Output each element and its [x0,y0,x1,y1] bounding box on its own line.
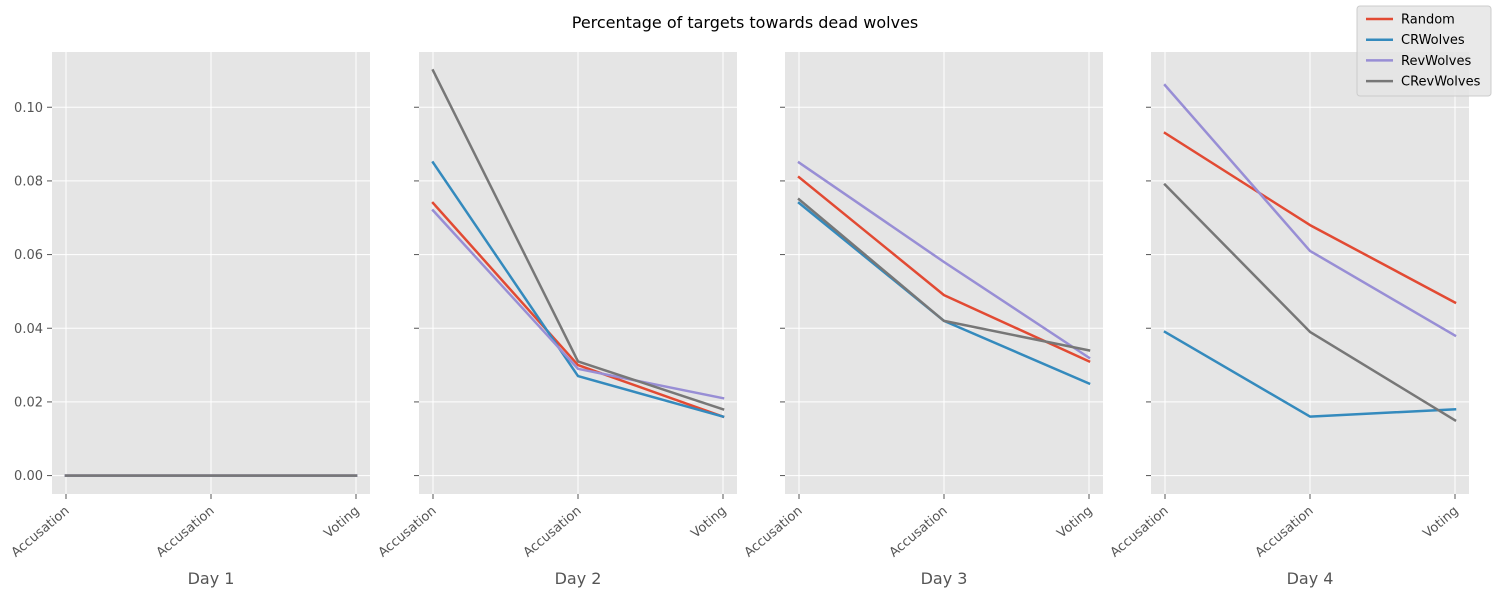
x-axis-label: Day 3 [921,569,968,588]
series-line-crwolves [1163,330,1457,418]
legend-item-random: Random [1366,13,1455,28]
panel-4: Accusation Accusation Voting Day 4 [1108,52,1469,588]
x-tick-label: Accusation [521,504,585,561]
series-line-revwolves [1163,83,1457,338]
legend-label: RevWolves [1401,54,1471,69]
x-tick-label: Voting [321,504,362,542]
series-line-crevwolves [797,197,1091,352]
x-tick-label: Voting [1420,504,1461,542]
legend-item-crwolves: CRWolves [1366,33,1465,48]
legend-label: CRevWolves [1401,75,1481,90]
x-tick-label: Accusation [9,504,73,561]
series-line-random [431,201,725,419]
x-axis-label: Day 1 [188,569,235,588]
x-tick-label: Voting [688,504,729,542]
x-tick-label: Voting [1054,504,1095,542]
panel-2: Accusation Accusation Voting Day 2 [376,52,737,588]
y-tick-label: 0.00 [14,469,43,484]
x-axis-label: Day 2 [555,569,602,588]
series-line-revwolves [431,208,725,400]
x-tick-label: Accusation [742,504,806,561]
y-tick-label: 0.02 [14,395,43,410]
y-tick-label: 0.04 [14,322,43,337]
legend-label: Random [1401,13,1455,28]
legend-label: CRWolves [1401,33,1465,48]
x-tick-label: Accusation [887,504,951,561]
x-axis-label: Day 4 [1287,569,1334,588]
x-tick-label: Accusation [154,504,218,561]
legend-box [1356,5,1492,97]
series-line-crevwolves [431,68,725,411]
legend-item-revwolves: RevWolves [1366,54,1471,69]
legend: Random CRWolves RevWolves CRevWolves [1356,5,1492,97]
y-tick-label: 0.06 [14,248,43,263]
legend-item-crevwolves: CRevWolves [1366,75,1481,90]
y-tick-label: 0.10 [14,101,43,116]
x-tick-label: Accusation [1253,504,1317,561]
panel-3: Accusation Accusation Voting Day 3 [742,52,1103,588]
series-line-crevwolves [1163,182,1457,423]
x-tick-label: Accusation [1108,504,1172,561]
series-line-random [1163,131,1457,305]
panel-1: 0.00 0.02 0.04 0.06 0.08 0.10 Accusation Accusa… [9,52,370,588]
y-tick-label: 0.08 [14,174,43,189]
series-line-revwolves [797,160,1091,360]
x-tick-label: Accusation [376,504,440,561]
chart-title: Percentage of targets towards dead wolve… [572,13,919,32]
series-line-crwolves [431,160,725,419]
